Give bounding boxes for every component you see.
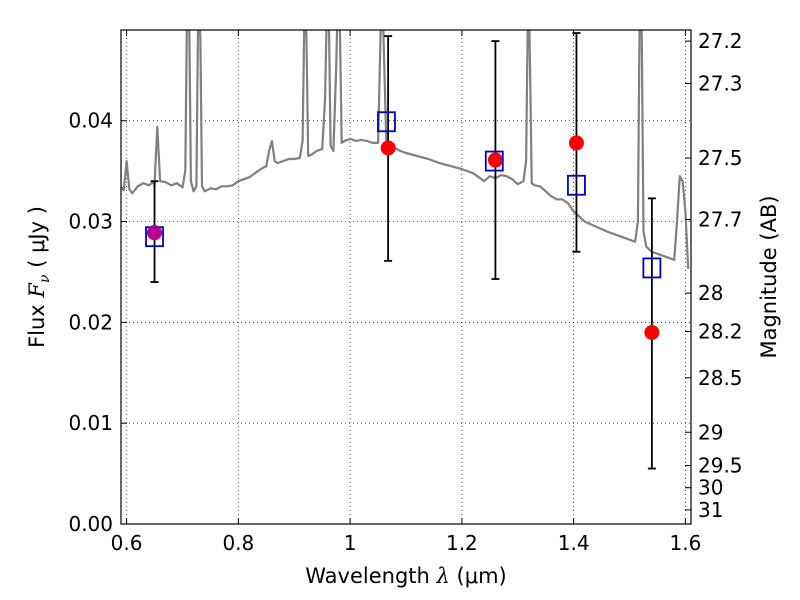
magnitude-tick-label: 27.2 — [698, 29, 743, 53]
y-tick-label: 0.03 — [68, 210, 113, 234]
y-tick-label: 0.01 — [68, 411, 113, 435]
x-tick-label: 1 — [344, 531, 357, 555]
model-point — [484, 150, 504, 172]
x-tick-label: 1.6 — [670, 531, 702, 555]
magnitude-tick-label: 28.5 — [698, 366, 743, 390]
magnitude-tick-label: 27.3 — [698, 71, 743, 95]
x-tick-label: 0.6 — [111, 531, 143, 555]
y-tick-label: 0.00 — [68, 512, 113, 536]
axes: 0.6 0.8 1 1.2 1.4 1.6 0.00 0.01 0.02 0.03 0.04 27.2… — [68, 29, 742, 555]
observed-model-overlap-point — [147, 225, 163, 241]
magnitude-tick-label: 31 — [698, 498, 723, 522]
model-point — [642, 257, 662, 279]
spectrum-line — [121, 30, 690, 269]
x-tick-label: 0.8 — [222, 531, 254, 555]
magnitude-tick-label: 29.5 — [698, 454, 743, 478]
model-point — [377, 111, 396, 133]
x-tick-label: 1.2 — [446, 531, 478, 555]
model-point — [567, 174, 586, 196]
x-tick-label: 1.4 — [558, 531, 590, 555]
plot-area — [121, 30, 690, 470]
observed-point — [487, 152, 503, 168]
magnitude-tick-label: 30 — [698, 476, 723, 500]
x-axis-title: Wavelength λ (μm) — [305, 564, 506, 588]
magnitude-tick-label: 27.7 — [698, 208, 743, 232]
grid-lines — [121, 30, 691, 524]
observed-point — [644, 324, 660, 340]
observed-point — [568, 135, 584, 151]
plot-frame — [120, 29, 692, 525]
y-axis-title: Flux Fν ( μJy ) — [25, 206, 53, 348]
magnitude-tick-label: 27.5 — [698, 146, 743, 170]
y-tick-label: 0.02 — [68, 310, 113, 334]
magnitude-axis-title: Magnitude (AB) — [757, 195, 781, 358]
magnitude-tick-label: 28.2 — [698, 319, 743, 343]
y-tick-label: 0.04 — [68, 109, 113, 133]
observed-point — [380, 140, 396, 156]
magnitude-tick-label: 29 — [698, 420, 723, 444]
magnitude-tick-label: 28 — [698, 281, 723, 305]
